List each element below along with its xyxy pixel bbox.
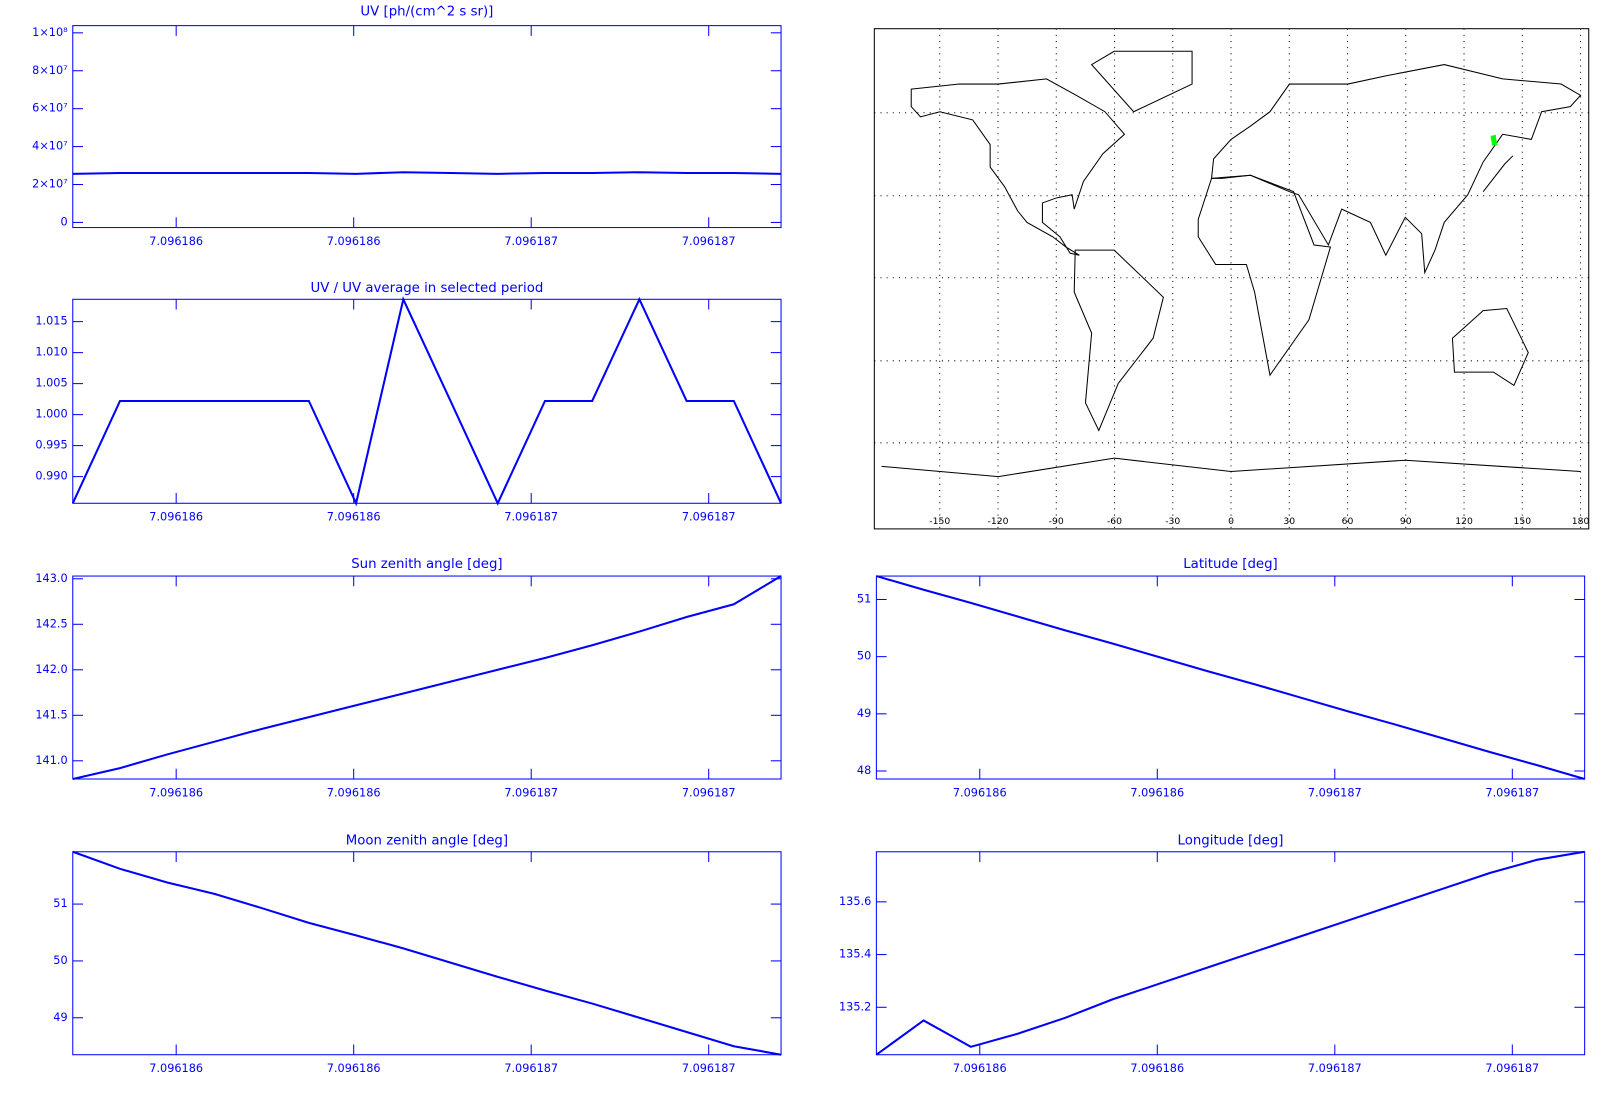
y-tick-label: 135.2 <box>839 1000 871 1013</box>
x-tick-label: 7.096187 <box>1485 1062 1539 1075</box>
plot-frame <box>72 851 782 1056</box>
x-tick-label: 7.096187 <box>1308 786 1362 799</box>
y-tick-label: 141.5 <box>35 708 67 721</box>
y-tick-label: 51 <box>53 897 67 910</box>
north-america <box>910 78 1126 256</box>
x-tick-label: -60 <box>1107 516 1122 527</box>
y-tick-label: 8×10⁷ <box>32 64 67 77</box>
x-tick-label: 90 <box>1400 516 1412 527</box>
x-tick-label: 7.096186 <box>953 1062 1007 1075</box>
y-tick-label: 2×10⁷ <box>32 178 67 191</box>
plot-frame <box>875 851 1586 1056</box>
x-tick-label: 7.096187 <box>504 511 558 524</box>
x-tick-label: -90 <box>1049 516 1064 527</box>
x-tick-label: 7.096186 <box>149 786 203 799</box>
x-tick-label: 7.096187 <box>504 1062 558 1075</box>
panels: UV [ph/(cm^2 s sr)] 0 2×10⁷ 4×10⁷ 6×10⁷ 8×10⁷… <box>32 4 1589 1075</box>
data-line <box>876 575 1585 780</box>
y-tick-label: 1.015 <box>35 315 67 328</box>
x-tick-label: 7.096186 <box>327 786 381 799</box>
plot-frame <box>72 298 782 504</box>
data-line <box>71 296 782 507</box>
y-tick-label: 1.010 <box>35 346 67 359</box>
y-tick-label: 50 <box>857 650 871 663</box>
south-america <box>1073 249 1164 432</box>
y-tick-label: 141.0 <box>35 754 67 767</box>
plot-frame <box>72 575 782 780</box>
x-tick-label: 7.096187 <box>682 1062 736 1075</box>
y-tick-label: 135.4 <box>839 948 871 961</box>
japan <box>1482 155 1514 192</box>
y-tick-label: 1.000 <box>35 408 67 421</box>
data-line <box>875 850 1585 1056</box>
y-tick-label: 49 <box>857 707 871 720</box>
chart-title: UV / UV average in selected period <box>310 281 543 296</box>
plot-frame <box>72 25 782 229</box>
x-tick-label: 7.096186 <box>327 235 381 248</box>
x-tick-label: 150 <box>1513 516 1531 527</box>
plot-frame <box>875 575 1586 780</box>
satellite-track <box>1490 134 1498 146</box>
data-line <box>72 850 782 1056</box>
x-tick-label: 7.096186 <box>1130 786 1184 799</box>
x-tick-label: 7.096187 <box>682 786 736 799</box>
x-tick-label: 7.096186 <box>149 235 203 248</box>
x-tick-label: 180 <box>1572 516 1590 527</box>
y-tick-label: 142.5 <box>35 617 67 630</box>
chart-title: Longitude [deg] <box>1178 834 1284 849</box>
australia <box>1451 307 1529 387</box>
x-tick-label: -120 <box>988 516 1009 527</box>
y-tick-label: 0.995 <box>35 439 67 452</box>
y-tick-label: 0 <box>60 215 67 228</box>
chart-title: Latitude [deg] <box>1183 557 1278 572</box>
eurasia <box>1210 64 1582 275</box>
x-tick-label: 7.096187 <box>504 235 558 248</box>
data-line <box>72 575 782 780</box>
x-tick-label: 7.096187 <box>1308 1062 1362 1075</box>
x-tick-label: 7.096187 <box>682 235 736 248</box>
x-tick-label: -30 <box>1165 516 1180 527</box>
x-tick-label: 120 <box>1455 516 1473 527</box>
x-tick-label: 7.096186 <box>953 786 1007 799</box>
africa <box>1197 174 1332 377</box>
x-tick-label: 7.096187 <box>682 511 736 524</box>
y-tick-label: 50 <box>53 954 67 967</box>
chart-title: UV [ph/(cm^2 s sr)] <box>360 4 493 19</box>
x-tick-label: 7.096186 <box>1130 1062 1184 1075</box>
x-tick-label: -150 <box>929 516 950 527</box>
antarctica <box>881 457 1581 478</box>
y-tick-label: 143.0 <box>35 572 67 585</box>
x-tick-label: 0 <box>1228 516 1234 527</box>
y-tick-label: 0.990 <box>35 470 67 483</box>
x-tick-label: 30 <box>1283 516 1295 527</box>
x-tick-label: 7.096187 <box>504 786 558 799</box>
x-tick-label: 60 <box>1342 516 1354 527</box>
chart-title: Moon zenith angle [deg] <box>346 834 508 849</box>
greenland <box>1090 50 1193 113</box>
y-tick-label: 4×10⁷ <box>32 140 67 153</box>
x-tick-label: 7.096186 <box>327 511 381 524</box>
y-tick-label: 135.6 <box>839 895 871 908</box>
y-tick-label: 142.0 <box>35 663 67 676</box>
x-tick-label: 7.096186 <box>149 511 203 524</box>
y-tick-label: 49 <box>53 1011 67 1024</box>
x-tick-label: 7.096187 <box>1485 786 1539 799</box>
y-tick-label: 1.005 <box>35 377 67 390</box>
y-tick-label: 6×10⁷ <box>32 102 67 115</box>
data-line <box>72 171 782 175</box>
x-tick-label: 7.096186 <box>149 1062 203 1075</box>
y-tick-label: 48 <box>857 764 871 777</box>
y-tick-label: 51 <box>857 592 871 605</box>
x-tick-label: 7.096186 <box>327 1062 381 1075</box>
y-tick-label: 1×10⁸ <box>32 26 68 39</box>
chart-title: Sun zenith angle [deg] <box>351 557 502 572</box>
